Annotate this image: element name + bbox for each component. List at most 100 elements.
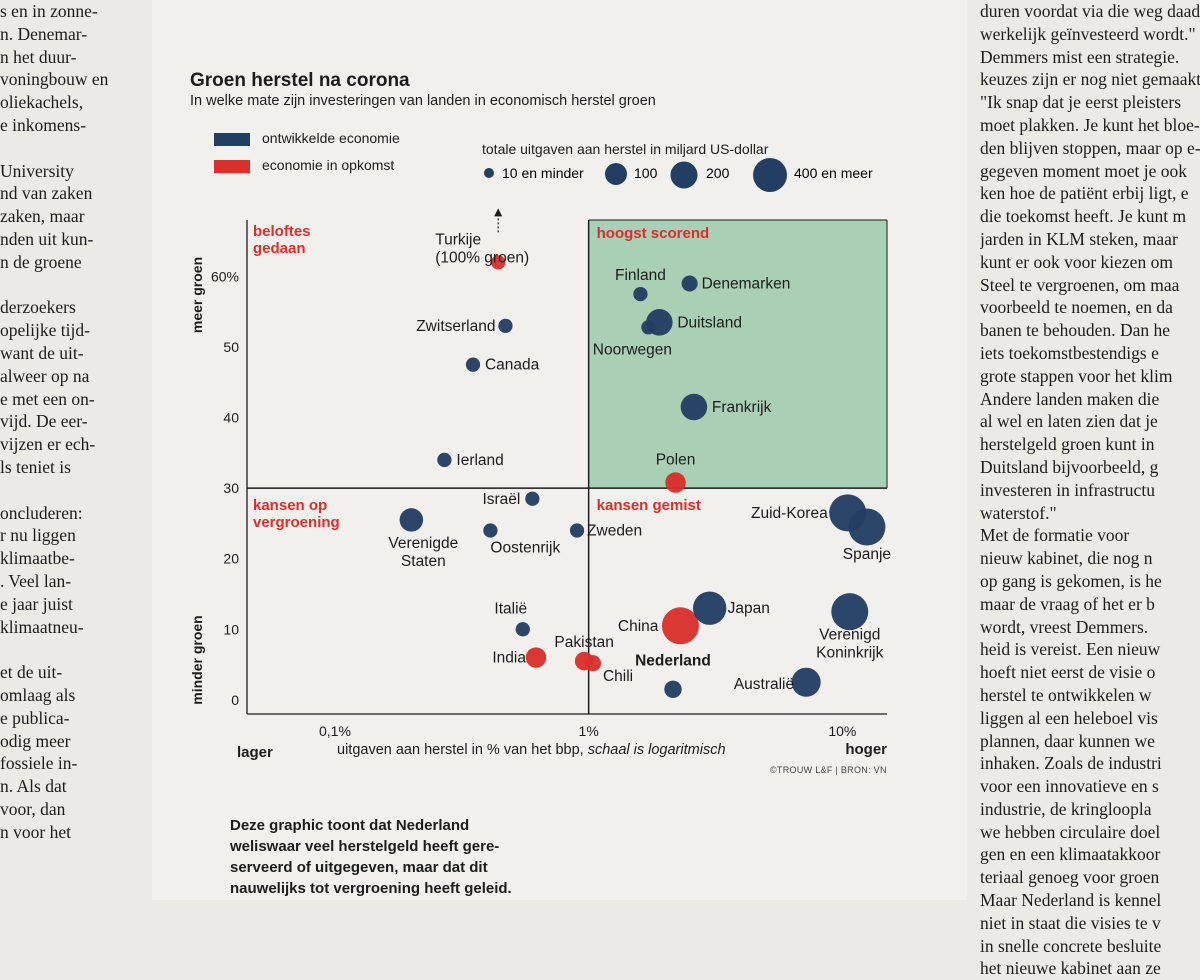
x-axis-label-italic: schaal is logaritmisch <box>588 742 726 758</box>
article-left-line: s en in zonne- <box>0 1 98 21</box>
size-legend: 10 en minder 100 200 400 en meer <box>484 158 873 192</box>
size-legend-label-400: 400 en meer <box>794 165 873 181</box>
scatter-chart: 0 10 20 30 40 50 60% 0,1% 1% 10% lager hoger uitgave… <box>189 208 891 761</box>
article-right-line: op gang is gekomen, is he <box>980 570 1162 591</box>
size-legend-label-100: 100 <box>634 165 658 181</box>
size-legend-title: totale uitgaven aan herstel in miljard U… <box>482 141 769 157</box>
legend-label-developed: ontwikkelde economie <box>262 130 400 146</box>
point-canada <box>465 357 481 372</box>
point-label: Ierland <box>456 452 503 469</box>
point-label: Zweden <box>587 523 642 540</box>
article-left-line: oliekachels, <box>0 92 84 113</box>
y-axis-bottom-label: minder groen <box>189 615 205 704</box>
article-right-line: Demmers mist een strategie. <box>980 46 1180 67</box>
point-label: Staten <box>401 553 446 570</box>
point-label: Verenigd <box>819 627 880 644</box>
article-left-line: r nu liggen <box>0 525 76 546</box>
caption-line: Deze graphic toont dat Nederland <box>230 817 470 834</box>
y-tick-label: 20 <box>223 551 239 567</box>
y-tick-label: 30 <box>223 480 239 496</box>
infographic: Groen herstel na corona In welke mate zi… <box>152 0 967 900</box>
article-right-line: moet plakken. Je kunt het bloe- <box>980 114 1200 135</box>
article-right-line: iets toekomstbestendigs e <box>980 342 1159 363</box>
article-right-line: industrie, de kringloopla <box>980 798 1152 819</box>
article-right-line: heid is vereist. Een nieuw <box>980 639 1161 660</box>
size-legend-dot-10 <box>484 168 494 178</box>
point-label: Pakistan <box>554 634 613 651</box>
point-finland <box>633 286 648 302</box>
point-china <box>661 607 699 645</box>
article-left-line <box>0 274 130 297</box>
article-left-line: University <box>0 160 74 181</box>
article-right-line: wordt, vreest Demmers. <box>980 616 1149 637</box>
article-right-line: duren voordat via die weg daad- <box>980 1 1200 21</box>
article-right-line: het nieuwe kabinet aan ze <box>980 958 1161 979</box>
point-label: Nederland <box>635 652 711 669</box>
article-right-line: Steel te vergroenen, om maa <box>980 274 1180 295</box>
point-spanje <box>848 508 886 546</box>
article-left-line: opelijke tijd- <box>0 320 90 341</box>
point-label: Chili <box>603 668 633 685</box>
article-right-line: jarden in KLM steken, maar <box>980 228 1178 249</box>
caption-line: weliswaar veel herstelgeld heeft gere- <box>230 838 500 855</box>
article-left-line: odig meer <box>0 730 71 751</box>
quadrant-label: beloftes <box>253 223 311 240</box>
point-polen <box>665 472 686 493</box>
quadrant-label: kansen gemist <box>597 497 701 514</box>
point-ierland <box>437 452 452 468</box>
y-axis-top-label: meer groen <box>189 257 205 333</box>
article-left-line: klimaatneu- <box>0 616 84 637</box>
article-right-line: gegeven moment moet je ook <box>980 160 1188 181</box>
quadrant-label: kansen op <box>253 497 327 514</box>
article-right-line: we hebben circulaire doel <box>980 821 1161 842</box>
legend-swatch-developed <box>214 133 250 146</box>
y-tick-label: 10 <box>223 621 239 637</box>
legend-label-emerging: economie in opkomst <box>262 157 395 173</box>
point-label: Koninkrijk <box>816 645 883 662</box>
article-left-line: voor, dan <box>0 798 66 819</box>
article-right-line: gen en een klimaatakkoor <box>980 844 1161 865</box>
size-legend-dot-200 <box>670 161 698 189</box>
y-tick-label: 40 <box>223 410 239 426</box>
article-left-line: e inkomens- <box>0 114 87 135</box>
point-label: Israël <box>482 491 520 508</box>
article-left-line: n het duur- <box>0 46 77 67</box>
article-left-line: nd van zaken <box>0 183 93 204</box>
article-right-line: maar de vraag of het er b <box>980 593 1155 614</box>
x-axis-high-label: hoger <box>845 741 887 758</box>
article-right-line: waterstof." <box>980 502 1057 523</box>
article-right-line: den blijven stoppen, maar op e- <box>980 137 1200 158</box>
point-label: Noorwegen <box>593 341 672 358</box>
article-left-line: nden uit kun- <box>0 228 94 249</box>
point-noorwegen <box>641 320 656 335</box>
article-left-line: e publica- <box>0 707 70 728</box>
point-label: Duitsland <box>677 314 742 331</box>
point-label: Japan <box>728 600 770 617</box>
article-right-line: nieuw kabinet, die nog n <box>980 548 1153 569</box>
point-zwitserland <box>498 318 513 333</box>
article-right-line: voorbeeld te noemen, en da <box>980 297 1173 318</box>
y-tick-label: 60% <box>211 268 239 284</box>
article-right-line: liggen al een heleboel vis <box>980 707 1158 728</box>
point-label: Oostenrijk <box>490 540 560 557</box>
y-tick-label: 0 <box>231 692 239 708</box>
article-right-line: inhaken. Zoals de industri <box>980 753 1162 774</box>
article-right-line: al wel en laten zien dat je <box>980 411 1158 432</box>
article-right-line: hoeft niet eerst de visie o <box>980 662 1156 683</box>
caption-line: nauwelijks tot vergroening heeft geleid. <box>230 880 512 897</box>
article-left-line: . Veel lan- <box>0 570 72 591</box>
y-tick-label: 50 <box>223 339 239 355</box>
x-axis-label-main: uitgaven aan herstel in % van het bbp, <box>337 742 588 758</box>
article-left-line: voningbouw en <box>0 69 109 90</box>
article-left-line <box>0 638 130 661</box>
article-left-line: vijzen er ech- <box>0 434 96 455</box>
offscale-arrow-head <box>494 208 503 217</box>
quadrant-label: gedaan <box>253 240 306 257</box>
article-right-line: Duitsland bijvoorbeeld, g <box>980 456 1159 477</box>
article-left-line: e met een on- <box>0 388 95 409</box>
point-isra-l <box>525 491 540 506</box>
article-left-line: fossiele in- <box>0 753 78 774</box>
point-label: Denemarken <box>702 276 791 293</box>
article-right-line: voor een innovatieve en s <box>980 776 1159 797</box>
chart-subtitle: In welke mate zijn investeringen van lan… <box>190 93 656 109</box>
